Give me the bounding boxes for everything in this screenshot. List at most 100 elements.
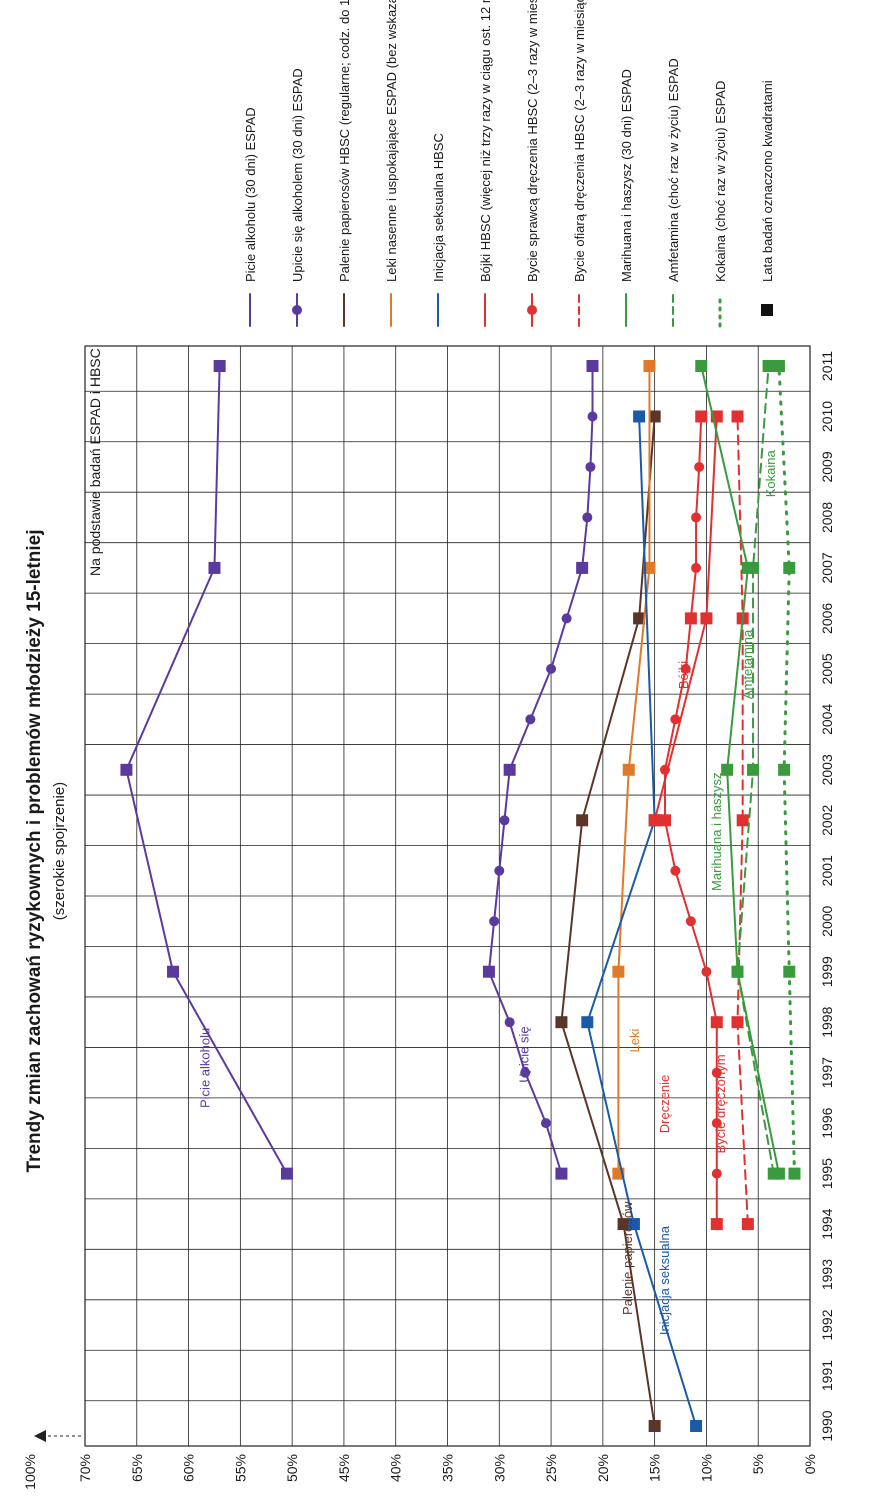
series-dot-marker	[670, 865, 681, 876]
legend-item: Bycie sprawcą dręczenia HBSC (2–3 razy w…	[525, 0, 540, 327]
legend-item: Marihuana i haszysz (30 dni) ESPAD	[619, 69, 634, 327]
series-dot-marker	[494, 865, 505, 876]
series-annotation: Inicjacja seksualna	[657, 1225, 672, 1335]
y-tick-label: 10%	[698, 1454, 714, 1482]
x-tick-label: 1995	[819, 1158, 835, 1189]
survey-square-marker	[586, 360, 599, 372]
y-tick-label: 5%	[750, 1454, 766, 1474]
x-tick-label: 2004	[819, 704, 835, 735]
survey-square-marker	[555, 1016, 568, 1029]
x-tick-label: 2008	[819, 502, 835, 533]
legend-label: Amfetamina (choć raz w życiu) ESPAD	[666, 58, 681, 282]
chart-axes: 1990 1991 1992 1993 1994 1995 1996 1997 1998 1999…	[22, 351, 835, 1490]
axis-break-arrowhead	[34, 1430, 46, 1442]
series-dot-marker	[711, 1118, 722, 1129]
series-dot-marker	[489, 916, 500, 927]
x-tick-label: 1991	[819, 1360, 835, 1391]
x-tick-label: 1999	[819, 956, 835, 987]
survey-square-marker	[581, 1016, 594, 1029]
survey-square-marker	[643, 360, 656, 372]
survey-square-marker	[747, 561, 760, 574]
survey-square-marker	[778, 763, 791, 776]
y-tick-label: 55%	[232, 1454, 248, 1482]
series-dot-marker	[499, 815, 510, 826]
series-dot-marker	[587, 411, 598, 422]
series-dot-marker	[504, 1017, 515, 1028]
survey-square-marker	[612, 965, 625, 978]
x-tick-label: 2002	[819, 805, 835, 836]
survey-square-marker	[783, 561, 796, 574]
series-line	[777, 364, 796, 1176]
survey-square-marker	[690, 1420, 703, 1432]
series-dot-marker	[525, 714, 536, 725]
series-dot-marker	[561, 613, 572, 624]
survey-square-marker	[695, 360, 708, 372]
legend-item: Inicjacja seksualna HBSC	[431, 133, 446, 327]
chart-annotations: Picie alkoholu Upicie się Palenie papieros…	[197, 449, 778, 1335]
y-tick-label: 0%	[802, 1454, 818, 1474]
x-tick-label: 2007	[819, 552, 835, 583]
chart-grid	[84, 345, 811, 1447]
y-tick-label: 15%	[647, 1454, 663, 1482]
survey-square-marker	[788, 1167, 801, 1180]
series-annotation: Picie alkoholu	[197, 1028, 212, 1108]
series-dot-marker	[670, 714, 681, 725]
survey-square-marker	[648, 410, 661, 423]
survey-square-marker	[731, 410, 744, 423]
survey-square-marker	[280, 1167, 293, 1180]
survey-square-marker	[741, 1218, 754, 1231]
series-7	[731, 410, 754, 1231]
legend-item: Upicie się alkoholem (30 dni) ESPAD	[290, 68, 305, 327]
series-dot-marker	[520, 1067, 531, 1078]
survey-square-marker	[731, 965, 744, 978]
series-dot-marker	[694, 461, 705, 472]
x-tick-label: 2006	[819, 603, 835, 634]
survey-square-marker	[695, 410, 708, 423]
survey-square-marker	[627, 1218, 640, 1231]
y-tick-label: 65%	[129, 1454, 145, 1482]
series-annotation: Kokaina	[763, 449, 778, 497]
legend-label: Palenie papierosów HBSC (regularne; codz…	[337, 0, 352, 282]
x-tick-label: 2010	[819, 401, 835, 432]
survey-square-marker	[648, 1420, 661, 1432]
series-line	[560, 415, 656, 1427]
survey-square-marker	[120, 763, 133, 776]
survey-square-marker	[576, 814, 589, 827]
survey-square-marker	[633, 410, 646, 423]
legend-label: Kokaina (choć raz w życiu) ESPAD	[713, 81, 728, 282]
legend-dot	[292, 305, 302, 315]
survey-square-marker	[762, 360, 775, 372]
x-tick-label: 1998	[819, 1006, 835, 1037]
survey-square-marker	[783, 965, 796, 978]
y-tick-label: 35%	[440, 1454, 456, 1482]
legend-square-marker	[761, 304, 773, 316]
survey-square-marker	[208, 561, 221, 574]
legend-label: Marihuana i haszysz (30 dni) ESPAD	[619, 69, 634, 282]
y-tick-label: 25%	[543, 1454, 559, 1482]
survey-square-marker	[772, 360, 785, 372]
x-tick-label: 2003	[819, 754, 835, 785]
chart-legend: Picie alkoholu (30 dni) ESPAD Upicie się …	[243, 0, 775, 328]
series-dot-marker	[540, 1118, 551, 1129]
source-note: Na podstawie badań ESPAD i HBSC	[87, 348, 103, 576]
survey-square-marker	[633, 612, 646, 625]
x-tick-label: 1990	[819, 1410, 835, 1441]
series-dot-marker	[711, 1067, 722, 1078]
series-dot-marker	[680, 663, 691, 674]
series-annotation: Bycie dręczonym	[713, 1054, 728, 1153]
survey-square-marker	[648, 814, 661, 827]
survey-square-marker	[622, 763, 635, 776]
legend-label: Bycie ofiarą dręczenia HBSC (2–3 razy w …	[572, 0, 587, 282]
series-6	[659, 410, 723, 1231]
chart-title: Trendy zmian zachowań ryzykownych i prob…	[24, 530, 45, 1173]
legend-label: Lata badań oznaczono kwadratami	[760, 80, 775, 282]
x-tick-label: 1993	[819, 1259, 835, 1290]
x-tick-label: 2005	[819, 653, 835, 684]
chart-rotated-canvas: Trendy zmian zachowań ryzykownych i prob…	[22, 0, 835, 1490]
chart-series-layer	[120, 360, 801, 1432]
survey-square-marker	[710, 1016, 723, 1029]
series-4	[581, 410, 703, 1432]
series-1	[482, 360, 599, 1180]
series-dot-marker	[685, 916, 696, 927]
legend-label: Bójki HBSC (więcej niż trzy razy w ciągu…	[478, 0, 493, 282]
